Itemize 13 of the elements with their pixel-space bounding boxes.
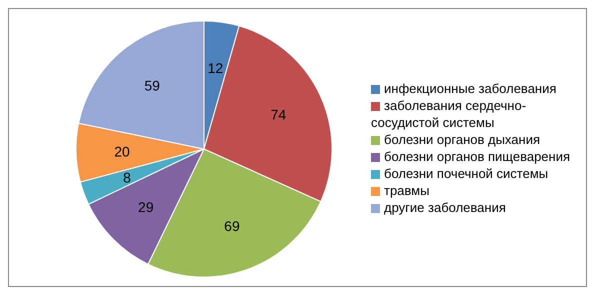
legend-label: травмы — [384, 182, 430, 198]
legend-label: болезни органов пищеварения — [384, 148, 570, 164]
legend-label: болезни органов дыхания — [384, 132, 540, 146]
data-label: 8 — [123, 169, 132, 186]
legend-label: болезни почечной системы — [384, 166, 548, 180]
legend-label: инфекционные заболевания — [384, 80, 556, 96]
data-label: 20 — [114, 143, 130, 160]
data-label: 29 — [138, 198, 154, 215]
data-label: 59 — [144, 77, 160, 94]
data-label: 12 — [208, 60, 224, 76]
legend-label: другие заболевания — [384, 200, 506, 214]
data-label: 69 — [224, 218, 240, 234]
data-label: 74 — [270, 106, 286, 122]
